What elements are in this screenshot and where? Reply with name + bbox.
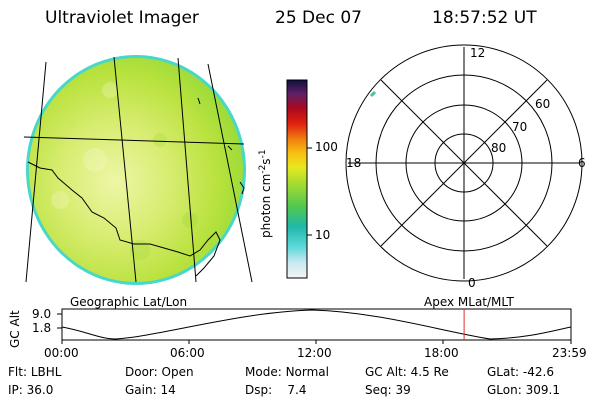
info-seq: Seq: 39 [365, 383, 411, 397]
colorbar-label-10: 10 [315, 228, 331, 242]
polar-diagonal-2 [380, 79, 548, 247]
altitude-curve [61, 309, 572, 340]
polar-plot [345, 44, 583, 282]
unit-sup-cm: -2 [258, 164, 268, 174]
apex-coord-label: Apex MLat/MLT [424, 295, 514, 309]
geo-grid [23, 56, 253, 283]
polar-ring-50 [345, 44, 583, 282]
date-label: 25 Dec 07 [275, 8, 362, 28]
alt-ytick-1.8: 1.8 [32, 321, 52, 335]
coastline [27, 97, 245, 277]
info-door: Door: Open [125, 365, 194, 379]
unit-sup-s: -1 [258, 149, 268, 159]
disk-fill [29, 58, 243, 282]
instrument-title: Ultraviolet Imager [45, 8, 199, 28]
mlt-label-6: 6 [578, 156, 586, 170]
color-bar [286, 79, 308, 279]
info-ip: IP: 36.0 [8, 383, 54, 397]
info-glon: GLon: 309.1 [487, 383, 560, 397]
mlat-label-70: 70 [512, 120, 528, 134]
disk-texture [51, 82, 206, 260]
time-tick-1200: 12:00 [297, 346, 332, 360]
unit-s: s [259, 158, 273, 165]
alt-ytick-9: 9.0 [32, 307, 52, 321]
time-tick-1800: 18:00 [424, 346, 459, 360]
mlat-label-60: 60 [535, 97, 551, 111]
altitude-plot-frame [61, 308, 572, 341]
gc-alt-axis-label: GC Alt [8, 310, 22, 348]
info-gain: Gain: 14 [125, 383, 176, 397]
info-gc-alt: GC Alt: 4.5 Re [365, 365, 449, 379]
colorbar-unit-label: photon cm-2s-1 [258, 149, 273, 238]
alt-x-ticks [61, 340, 572, 344]
time-tick-2359: 23:59 [552, 346, 587, 360]
time-label: 18:57:52 UT [432, 8, 537, 28]
unit-photon: photon cm [259, 173, 273, 238]
mlt-label-0: 0 [468, 276, 476, 290]
time-tick-0000: 00:00 [44, 346, 79, 360]
mlat-label-80: 80 [491, 141, 507, 155]
colorbar-label-100: 100 [315, 140, 338, 154]
polar-emission-fragment [369, 90, 377, 98]
mlt-label-12: 12 [470, 46, 486, 60]
geographic-coord-label: Geographic Lat/Lon [70, 295, 188, 309]
info-dsp: Dsp: 7.4 [245, 383, 307, 397]
info-mode: Mode: Normal [245, 365, 329, 379]
info-glat: GLat: -42.6 [487, 365, 554, 379]
time-tick-0600: 06:00 [170, 346, 205, 360]
info-flt: Flt: LBHL [8, 365, 62, 379]
mlt-label-18: 18 [346, 156, 362, 170]
uv-image-disk [26, 55, 246, 285]
